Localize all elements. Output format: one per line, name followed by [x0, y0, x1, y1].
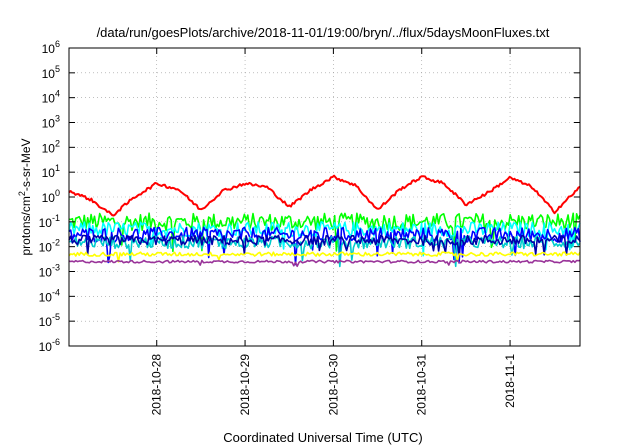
y-tick-label: 10-5	[39, 312, 60, 329]
y-tick-label: 102	[42, 138, 60, 155]
y-tick-label: 101	[42, 163, 60, 180]
y-tick-label: 105	[42, 64, 60, 81]
x-tick-label: 2018-10-29	[238, 354, 252, 416]
series-line	[68, 234, 581, 256]
y-tick-label: 10-1	[39, 213, 60, 230]
x-tick-label: 2018-10-28	[150, 354, 164, 416]
y-tick-label: 106	[42, 39, 60, 56]
series-line	[68, 174, 581, 217]
y-axis-label: protons/cm2-s-sr-MeV	[17, 138, 33, 255]
y-axis-ticks: 106 105 104 103 102 101 100 10-1 10-2 10-3 10-4 10-…	[39, 39, 580, 354]
y-tick-label: 100	[42, 188, 60, 205]
y-tick-label: 10-6	[39, 337, 60, 354]
grid	[69, 48, 580, 346]
y-tick-label: 10-4	[39, 287, 60, 304]
series-group	[68, 174, 581, 268]
y-tick-label: 103	[42, 114, 60, 131]
x-tick-label: 2018-11-1	[503, 354, 517, 408]
y-tick-label: 10-2	[39, 238, 60, 255]
y-tick-label: 104	[42, 89, 60, 106]
x-tick-label: 2018-10-31	[415, 354, 429, 416]
series-line	[68, 212, 581, 255]
chart-title: /data/run/goesPlots/archive/2018-11-01/1…	[97, 25, 550, 40]
x-tick-label: 2018-10-30	[326, 354, 340, 416]
series-line	[68, 251, 581, 263]
y-tick-label: 10-3	[39, 263, 60, 280]
series-line	[68, 226, 581, 266]
x-axis-label: Coordinated Universal Time (UTC)	[223, 430, 422, 445]
x-axis-ticks: 2018-10-28 2018-10-29 2018-10-30 2018-10-31…	[150, 48, 517, 415]
series-line	[68, 259, 581, 268]
